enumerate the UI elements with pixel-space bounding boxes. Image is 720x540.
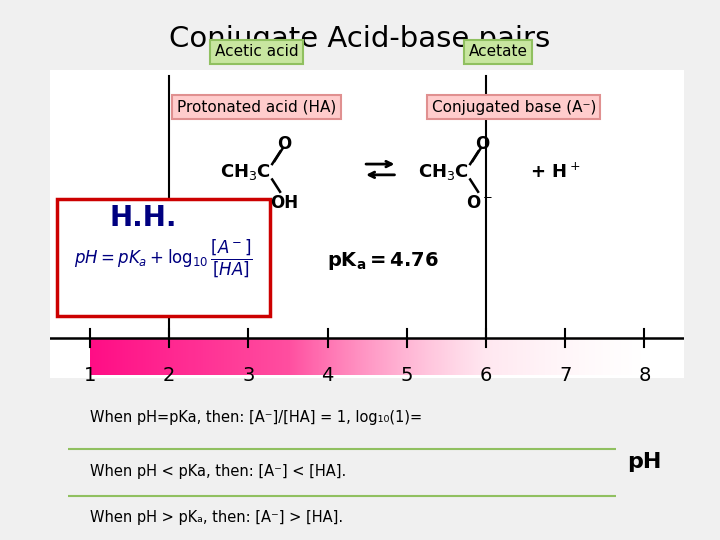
Text: Acetic acid: Acetic acid — [215, 44, 298, 59]
Text: O: O — [277, 135, 291, 153]
Text: 8: 8 — [638, 366, 651, 384]
Text: Protonated acid (HA): Protonated acid (HA) — [176, 100, 336, 114]
Text: 5: 5 — [400, 366, 413, 384]
Text: 2: 2 — [163, 366, 176, 384]
Text: Conjugate Acid-base pairs: Conjugate Acid-base pairs — [169, 25, 551, 53]
Text: H.H.: H.H. — [110, 204, 177, 232]
Text: $pH = pK_a + \log_{10}\dfrac{[A^-]}{[HA]}$: $pH = pK_a + \log_{10}\dfrac{[A^-]}{[HA]… — [74, 237, 253, 279]
Text: 1: 1 — [84, 366, 96, 384]
Text: $\mathbf{pK_a = 4.76}$: $\mathbf{pK_a = 4.76}$ — [327, 250, 439, 272]
Text: pH: pH — [627, 451, 662, 472]
Text: When pH < pKa, then: [A⁻] < [HA].: When pH < pKa, then: [A⁻] < [HA]. — [90, 464, 346, 479]
Text: Conjugated base (A⁻): Conjugated base (A⁻) — [431, 100, 596, 114]
Text: 4: 4 — [321, 366, 334, 384]
Text: When pH > pKₐ, then: [A⁻] > [HA].: When pH > pKₐ, then: [A⁻] > [HA]. — [90, 510, 343, 525]
Text: O: O — [475, 135, 489, 153]
Text: When pH=pKa, then: [A⁻]/[HA] = 1, log₁₀(1)=: When pH=pKa, then: [A⁻]/[HA] = 1, log₁₀(… — [90, 410, 423, 425]
Text: CH$_3$C: CH$_3$C — [418, 162, 469, 182]
Text: 3: 3 — [242, 366, 255, 384]
Text: 6: 6 — [480, 366, 492, 384]
Text: + H$^+$: + H$^+$ — [529, 162, 580, 181]
Text: CH$_3$C: CH$_3$C — [220, 162, 271, 182]
FancyBboxPatch shape — [57, 199, 270, 316]
Text: 7: 7 — [559, 366, 572, 384]
Text: OH: OH — [270, 193, 298, 212]
Text: O$^-$: O$^-$ — [466, 193, 493, 212]
Text: Acetate: Acetate — [469, 44, 527, 59]
